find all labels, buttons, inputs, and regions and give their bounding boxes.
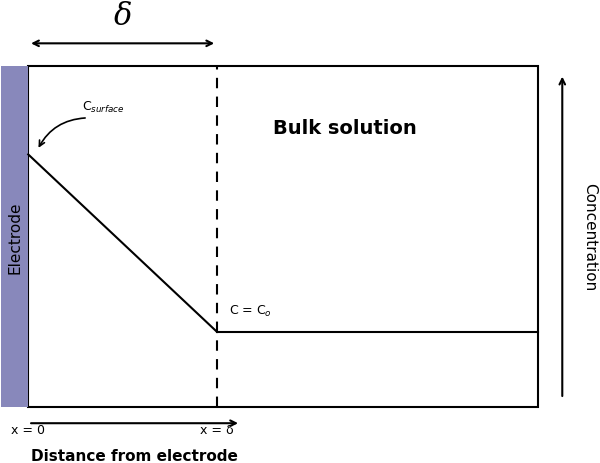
Text: Electrode: Electrode [7, 200, 22, 273]
Text: δ: δ [113, 1, 132, 32]
Text: x = δ: x = δ [200, 423, 234, 436]
Text: C = C$_o$: C = C$_o$ [229, 303, 272, 318]
Text: x = 0: x = 0 [11, 423, 45, 436]
Text: C$_{surface}$: C$_{surface}$ [82, 100, 125, 114]
Text: Bulk solution: Bulk solution [272, 119, 416, 138]
FancyBboxPatch shape [1, 67, 28, 407]
Text: Concentration: Concentration [581, 183, 596, 291]
Text: Distance from electrode: Distance from electrode [31, 448, 238, 463]
FancyBboxPatch shape [28, 67, 538, 407]
